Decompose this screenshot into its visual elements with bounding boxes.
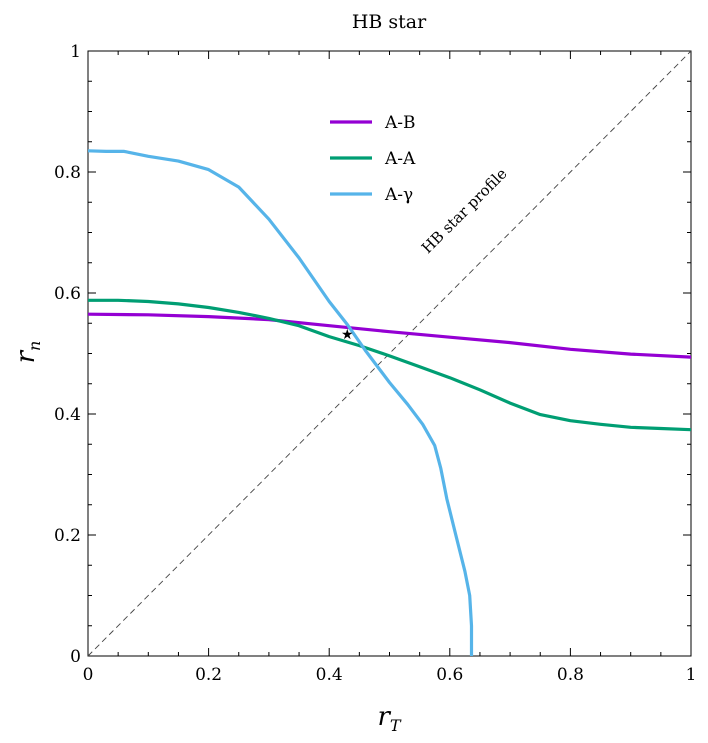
y-tick-label: 1	[70, 42, 81, 62]
x-tick-label: 0.2	[195, 665, 222, 685]
x-tick-label: 1	[686, 665, 697, 685]
series-line-A-γ	[88, 149, 474, 656]
y-tick-label: 0.6	[54, 284, 81, 304]
y-tick-label: 0	[70, 647, 81, 667]
x-tick-label: 0.4	[316, 665, 343, 685]
y-tick-label: 0.4	[54, 405, 81, 425]
reference-line	[87, 50, 692, 657]
legend-label: A-A	[384, 149, 416, 169]
legend-label: A-γ	[384, 185, 413, 205]
x-axis-label-base: r	[377, 702, 391, 732]
legend: A-B A-A A-γ	[330, 113, 416, 205]
chart-title: HB star	[352, 11, 427, 33]
x-axis-label-subscript: T	[390, 716, 402, 735]
y-tick-label: 0.8	[54, 163, 81, 183]
series-line-A-B	[88, 312, 691, 359]
x-tick-label: 0.6	[436, 665, 463, 685]
star-marker: ★	[341, 327, 354, 343]
legend-label: A-B	[384, 113, 416, 133]
x-tick-label: 0	[83, 665, 94, 685]
y-axis-label: rn	[11, 341, 44, 364]
x-tick-label: 0.8	[557, 665, 584, 685]
y-axis-label-base: r	[11, 349, 41, 363]
y-tick-label: 0.2	[54, 526, 81, 546]
series-line-A-A	[88, 298, 691, 432]
reference-line-label: HB star profile	[418, 164, 511, 257]
x-axis-label: rT	[377, 702, 401, 735]
y-axis-label-subscript: n	[25, 341, 44, 351]
plot-area: 0 0.2 0.4 0.6 0.8 1 0 0.2 0.4 0.6 0.8 1 HB star prof…	[54, 42, 696, 685]
